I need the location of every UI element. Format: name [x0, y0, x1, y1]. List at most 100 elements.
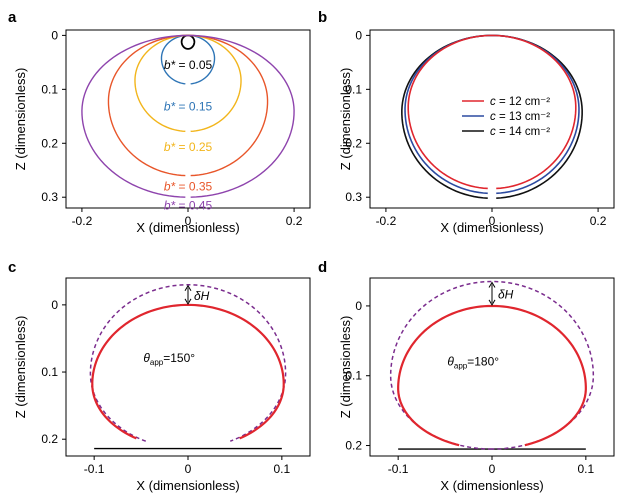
- theta-symbol: θ: [447, 354, 454, 368]
- delta-h-arrowhead-top: [488, 281, 496, 288]
- panel-b: c = 12 cm⁻²c = 13 cm⁻²c = 14 cm⁻² -0.2 0 0…: [338, 28, 615, 235]
- series-label-value: = 0.05: [175, 58, 212, 72]
- delta-h-arrowhead-top: [184, 284, 192, 291]
- series-label: b* = 0.15: [164, 100, 213, 114]
- y-tick-label: 0.3: [345, 190, 362, 204]
- y-axis-label-b: Z (dimensionless): [338, 68, 353, 171]
- legend-b: c = 12 cm⁻²c = 13 cm⁻²c = 14 cm⁻²: [462, 96, 550, 138]
- delta-h-arrowhead-bottom: [184, 298, 192, 305]
- y-tick-label: 0.1: [345, 369, 362, 383]
- legend-label: c = 13 cm⁻²: [490, 111, 550, 123]
- drop-curve: [81, 34, 295, 198]
- series-label-symbol: b*: [164, 100, 176, 114]
- panel-letter-a: a: [8, 9, 17, 26]
- series-label-symbol: b*: [164, 198, 176, 212]
- drop-curve: [180, 34, 196, 50]
- x-tick-label: 0: [185, 214, 192, 228]
- series-label-value: = 0.15: [175, 100, 212, 114]
- panel-letter-d: d: [318, 259, 327, 276]
- legend-label: c = 14 cm⁻²: [490, 126, 550, 138]
- solid-drop-profile: [91, 303, 285, 440]
- x-axis-label-c: X (dimensionless): [136, 478, 239, 493]
- curves-b: [401, 34, 583, 199]
- labels-c: δH θapp=150°: [143, 284, 210, 367]
- legend-label-symbol: c: [490, 96, 496, 108]
- ticks-b: -0.2 0 0.2 0 0.1 0.2 0.3: [345, 28, 606, 228]
- y-tick-label: 0.2: [41, 136, 58, 150]
- y-tick-label: 0.1: [41, 365, 58, 379]
- x-tick-label: 0.1: [274, 462, 291, 476]
- legend-label-value: = 14 cm⁻²: [496, 126, 550, 138]
- series-label-symbol: b*: [164, 140, 176, 154]
- y-tick-label: 0.1: [345, 82, 362, 96]
- legend-label-value: = 12 cm⁻²: [496, 96, 550, 108]
- legend-label-symbol: c: [490, 126, 496, 138]
- y-tick-label: 0: [355, 28, 362, 42]
- delta-h-arrowhead-bottom: [488, 299, 496, 306]
- y-tick-label: 0: [355, 299, 362, 313]
- x-axis-label-b: X (dimensionless): [440, 220, 543, 235]
- series-label-value: = 0.25: [175, 140, 212, 154]
- panel-a: b* = 0.05b* = 0.15b* = 0.25b* = 0.35b* =…: [13, 28, 311, 235]
- series-label-symbol: b*: [164, 179, 176, 193]
- delta-h-label: δH: [194, 289, 210, 303]
- x-tick-label: -0.2: [72, 214, 93, 228]
- x-tick-label: -0.1: [84, 462, 105, 476]
- x-axis-label-d: X (dimensionless): [440, 478, 543, 493]
- panel-letter-c: c: [8, 259, 16, 276]
- x-tick-label: 0.2: [590, 214, 607, 228]
- ticks-a: -0.2 0 0.2 0 0.1 0.2 0.3: [41, 28, 302, 228]
- x-tick-label: 0.2: [286, 214, 303, 228]
- curves-d: [389, 280, 595, 450]
- theta-subscript: app: [150, 358, 164, 367]
- theta-value: =150°: [163, 351, 195, 365]
- legend-label: c = 12 cm⁻²: [490, 96, 550, 108]
- legend-label-value: = 13 cm⁻²: [496, 111, 550, 123]
- series-label: b* = 0.05: [164, 58, 213, 72]
- series-label: b* = 0.45: [164, 198, 213, 212]
- drop-curve: [407, 34, 577, 190]
- y-tick-label: 0.2: [345, 136, 362, 150]
- x-tick-label: 0: [185, 462, 192, 476]
- ticks-d: -0.1 0 0.1 0 0.1 0.2: [345, 299, 594, 476]
- y-tick-label: 0: [51, 298, 58, 312]
- series-label-value: = 0.35: [175, 179, 212, 193]
- x-tick-label: 0: [489, 214, 496, 228]
- y-tick-label: 0.3: [41, 190, 58, 204]
- contact-angle-label: θapp=150°: [143, 351, 195, 367]
- x-tick-label: -0.2: [376, 214, 397, 228]
- panel-d: δH θapp=180° -0.1 0 0.1 0 0.1 0.2 X (dimension…: [338, 277, 615, 493]
- x-tick-label: 0: [489, 462, 496, 476]
- theta-symbol: θ: [143, 351, 150, 365]
- theta-subscript: app: [454, 361, 468, 370]
- curves-c: [89, 283, 287, 450]
- solid-drop-profile: [397, 304, 587, 447]
- drop-curve: [134, 34, 242, 133]
- dashed-drop-profile: [389, 280, 595, 450]
- legend-label-symbol: c: [490, 111, 496, 123]
- series-label-value: = 0.45: [175, 198, 212, 212]
- series-label: b* = 0.35: [164, 179, 213, 193]
- series-label: b* = 0.25: [164, 140, 213, 154]
- panel-letter-b: b: [318, 9, 327, 26]
- panel-c: δH θapp=150° -0.1 0 0.1 0 0.1 0.2 X (dimension…: [13, 277, 311, 493]
- series-label-symbol: b*: [164, 58, 176, 72]
- labels-a: b* = 0.05b* = 0.15b* = 0.25b* = 0.35b* =…: [164, 58, 213, 212]
- curves-a: [81, 34, 295, 198]
- y-tick-label: 0.2: [41, 432, 58, 446]
- theta-value: =180°: [467, 354, 499, 368]
- y-axis-label-d: Z (dimensionless): [338, 316, 353, 419]
- x-axis-label-a: X (dimensionless): [136, 220, 239, 235]
- y-tick-label: 0.2: [345, 439, 362, 453]
- labels-d: δH θapp=180°: [447, 281, 514, 370]
- y-tick-label: 0: [51, 28, 58, 42]
- delta-h-label: δH: [498, 288, 514, 302]
- y-axis-label-c: Z (dimensionless): [13, 316, 28, 419]
- x-tick-label: -0.1: [388, 462, 409, 476]
- contact-angle-label: θapp=180°: [447, 354, 499, 370]
- ticks-c: -0.1 0 0.1 0 0.1 0.2: [41, 298, 290, 476]
- y-axis-label-a: Z (dimensionless): [13, 68, 28, 171]
- x-tick-label: 0.1: [578, 462, 595, 476]
- y-tick-label: 0.1: [41, 82, 58, 96]
